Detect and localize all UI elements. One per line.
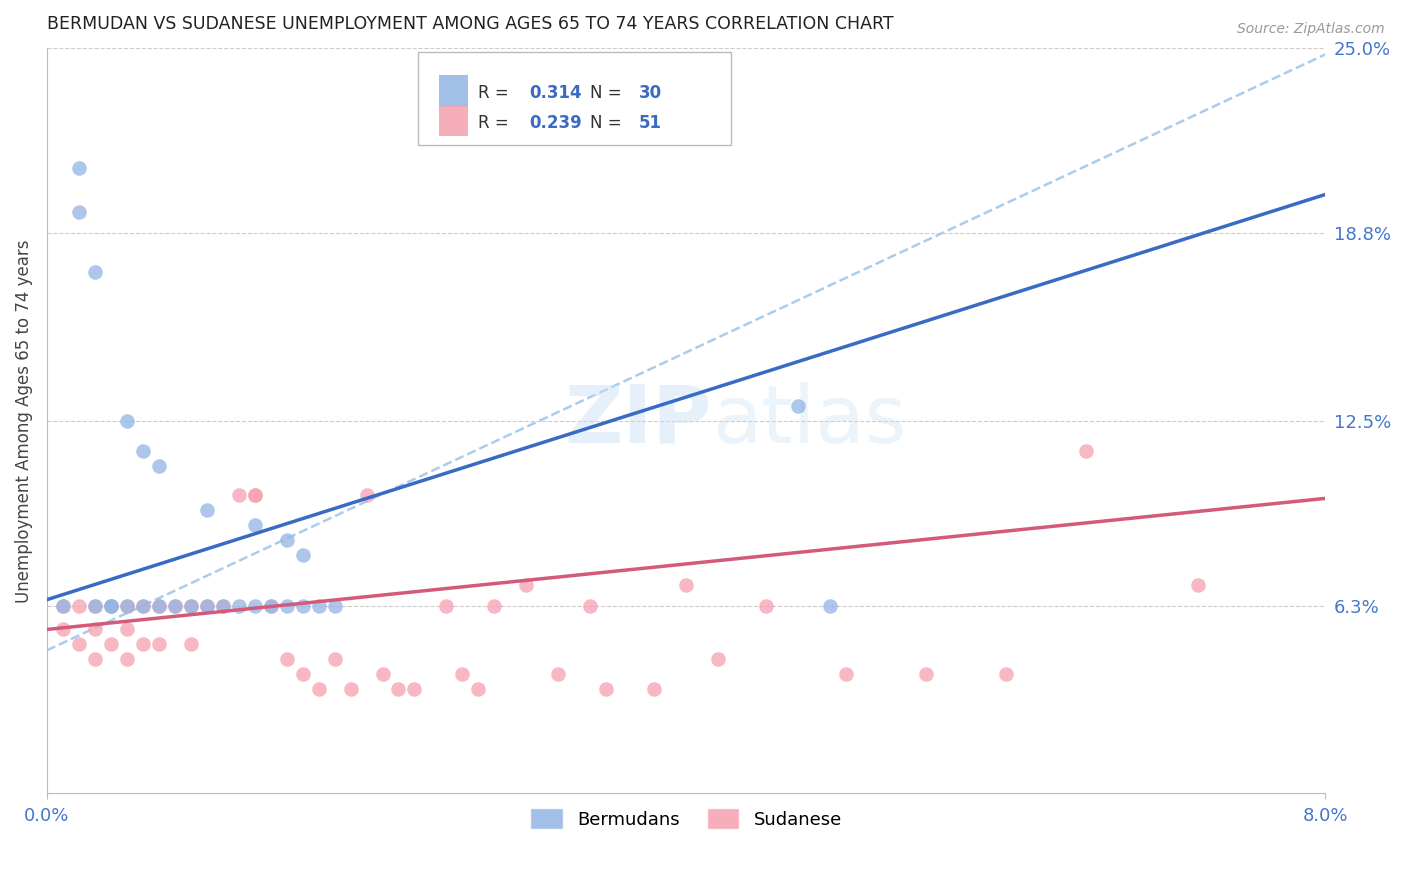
Point xyxy=(100,599,122,613)
Text: 0.314: 0.314 xyxy=(529,84,582,103)
Point xyxy=(291,599,314,613)
Point xyxy=(371,667,394,681)
FancyBboxPatch shape xyxy=(440,75,468,106)
Text: R =: R = xyxy=(478,84,513,103)
Point xyxy=(467,681,489,696)
Point xyxy=(595,681,617,696)
Point xyxy=(915,667,938,681)
Point xyxy=(83,265,105,279)
Point xyxy=(259,599,281,613)
Point xyxy=(291,667,314,681)
Text: atlas: atlas xyxy=(711,382,905,460)
Point xyxy=(180,637,202,651)
Point xyxy=(579,599,602,613)
Point xyxy=(339,681,361,696)
Point xyxy=(484,599,506,613)
Point xyxy=(52,599,75,613)
Point xyxy=(115,414,138,428)
Point xyxy=(132,637,155,651)
Point xyxy=(180,599,202,613)
Point xyxy=(195,599,218,613)
Point xyxy=(308,681,330,696)
Point xyxy=(356,488,378,502)
Point xyxy=(163,599,186,613)
Point xyxy=(115,599,138,613)
Point xyxy=(994,667,1017,681)
Point xyxy=(67,599,90,613)
Point xyxy=(291,548,314,562)
FancyBboxPatch shape xyxy=(418,52,731,145)
Text: 30: 30 xyxy=(638,84,662,103)
Point xyxy=(148,458,170,473)
Text: 0.239: 0.239 xyxy=(529,114,582,132)
Point xyxy=(115,623,138,637)
Point xyxy=(83,652,105,666)
Point xyxy=(132,599,155,613)
Point xyxy=(67,637,90,651)
Point xyxy=(163,599,186,613)
Point xyxy=(259,599,281,613)
Point xyxy=(100,599,122,613)
Point xyxy=(323,652,346,666)
Point xyxy=(515,578,537,592)
Point xyxy=(100,599,122,613)
Point xyxy=(243,488,266,502)
Point xyxy=(148,637,170,651)
Point xyxy=(211,599,233,613)
Point xyxy=(387,681,409,696)
Text: N =: N = xyxy=(591,84,627,103)
Point xyxy=(276,533,298,547)
Point xyxy=(211,599,233,613)
Point xyxy=(83,599,105,613)
Point xyxy=(835,667,858,681)
Point xyxy=(148,599,170,613)
Point xyxy=(276,599,298,613)
Text: R =: R = xyxy=(478,114,513,132)
Y-axis label: Unemployment Among Ages 65 to 74 years: Unemployment Among Ages 65 to 74 years xyxy=(15,239,32,603)
Point xyxy=(83,623,105,637)
Point xyxy=(323,599,346,613)
Point xyxy=(1074,443,1097,458)
Point xyxy=(132,599,155,613)
Point xyxy=(52,623,75,637)
Point xyxy=(243,599,266,613)
Point xyxy=(243,518,266,533)
Point xyxy=(243,488,266,502)
Point xyxy=(451,667,474,681)
Point xyxy=(787,399,810,413)
Point xyxy=(52,599,75,613)
Point xyxy=(195,503,218,517)
Point xyxy=(67,205,90,219)
Point xyxy=(115,599,138,613)
Point xyxy=(675,578,697,592)
Text: ZIP: ZIP xyxy=(564,382,711,460)
Legend: Bermudans, Sudanese: Bermudans, Sudanese xyxy=(523,801,849,837)
Point xyxy=(67,161,90,175)
Point xyxy=(547,667,569,681)
Text: Source: ZipAtlas.com: Source: ZipAtlas.com xyxy=(1237,22,1385,37)
Point xyxy=(818,599,841,613)
Point xyxy=(228,599,250,613)
Point xyxy=(707,652,730,666)
Point xyxy=(755,599,778,613)
Point xyxy=(132,443,155,458)
Point xyxy=(115,652,138,666)
Point xyxy=(436,599,458,613)
Point xyxy=(83,599,105,613)
Point xyxy=(643,681,665,696)
Point xyxy=(148,599,170,613)
Text: 51: 51 xyxy=(638,114,662,132)
Point xyxy=(228,488,250,502)
Point xyxy=(180,599,202,613)
Text: BERMUDAN VS SUDANESE UNEMPLOYMENT AMONG AGES 65 TO 74 YEARS CORRELATION CHART: BERMUDAN VS SUDANESE UNEMPLOYMENT AMONG … xyxy=(46,15,894,33)
Text: N =: N = xyxy=(591,114,627,132)
Point xyxy=(100,637,122,651)
Point xyxy=(308,599,330,613)
FancyBboxPatch shape xyxy=(440,105,468,136)
Point xyxy=(276,652,298,666)
Point xyxy=(195,599,218,613)
Point xyxy=(1187,578,1209,592)
Point xyxy=(404,681,426,696)
